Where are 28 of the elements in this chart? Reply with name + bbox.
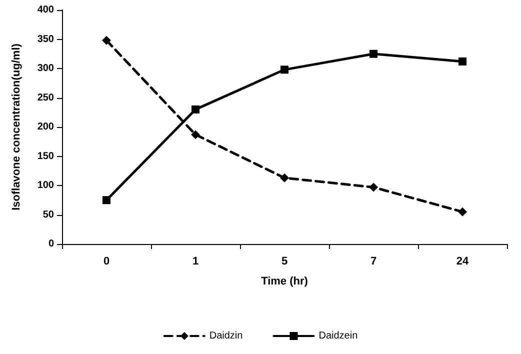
point	[458, 207, 467, 216]
point	[458, 57, 466, 66]
point	[102, 36, 111, 45]
point	[369, 182, 378, 192]
y-tick-label: 200	[37, 122, 54, 132]
y-axis-title: Isoflavone concentration(ug/ml)	[10, 43, 22, 210]
y-tick-label: 50	[42, 209, 54, 220]
point	[192, 105, 200, 114]
y-tick-label: 350	[37, 34, 54, 45]
legend-label: Daidzein	[318, 330, 358, 342]
x-tick-label: 24	[456, 256, 470, 268]
y-tick-label: 150	[37, 150, 54, 162]
point	[102, 196, 110, 204]
point	[280, 66, 288, 74]
y-tick-label: 100	[37, 180, 54, 191]
x-tick-label: 0	[103, 256, 110, 268]
point	[280, 173, 289, 182]
x-axis-title: Time (hr)	[261, 276, 308, 288]
y-tick-label: 0	[48, 238, 54, 250]
point	[191, 130, 200, 140]
x-tick-label: 7	[370, 256, 377, 268]
y-tick-label: 400	[37, 4, 54, 16]
y-tick-label: 250	[37, 92, 54, 104]
x-tick-label: 5	[281, 256, 288, 268]
legend-label: Daidzin	[209, 330, 243, 342]
y-tick-label: 300	[37, 63, 54, 74]
point	[370, 50, 378, 58]
x-tick-label: 1	[192, 256, 199, 268]
